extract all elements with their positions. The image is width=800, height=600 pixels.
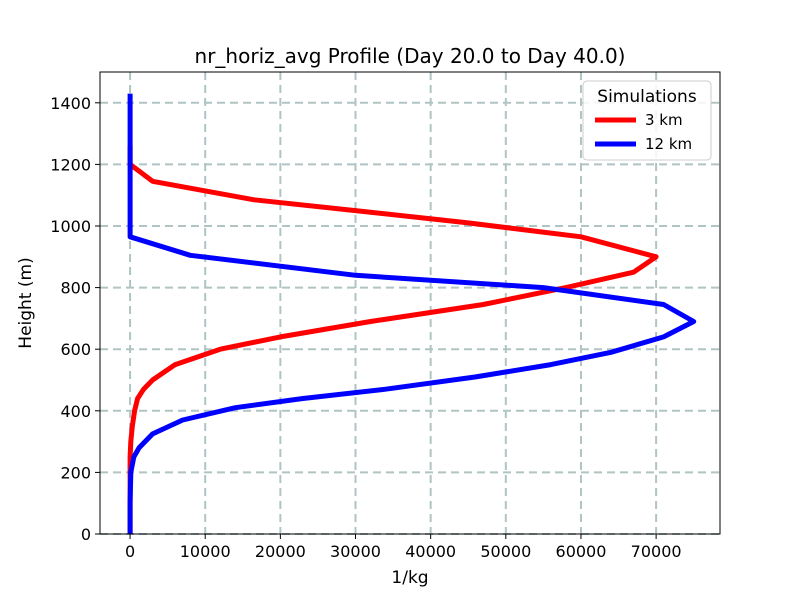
series-line-0 [127,145,659,534]
x-tick-label: 70000 [631,542,682,561]
chart-title: nr_horiz_avg Profile (Day 20.0 to Day 40… [195,44,626,68]
x-axis-ticks: 0 10000 20000 30000 40000 50000 60000 70000 [125,534,682,561]
legend-label-0: 3 km [645,111,683,129]
y-tick-label: 400 [60,402,91,421]
plot-area-frame [99,71,721,535]
legend-title: Simulations [597,87,697,107]
x-tick-label: 60000 [556,542,607,561]
series-lines [127,93,697,534]
x-tick-label: 0 [125,542,135,561]
x-tick-label: 20000 [255,542,306,561]
x-tick-label: 30000 [330,542,381,561]
y-tick-label: 1000 [50,217,91,236]
x-axis-label: 1/kg [391,568,428,588]
legend-label-1: 12 km [645,135,692,153]
y-tick-label: 600 [60,340,91,359]
x-tick-label: 10000 [180,542,231,561]
y-axis-label: Height (m) [16,257,36,348]
series-line-1 [127,93,697,534]
y-axis-ticks: 0 200 400 600 800 1000 1200 1400 [50,94,100,544]
legend-box [582,80,712,161]
x-tick-label: 40000 [405,542,456,561]
legend-entries: 3 km 12 km [595,111,692,153]
y-tick-label: 1200 [50,155,91,174]
y-tick-label: 1400 [50,94,91,113]
y-tick-label: 0 [81,525,91,544]
y-tick-label: 800 [60,279,91,298]
y-tick-label: 200 [60,463,91,482]
x-tick-label: 50000 [480,542,531,561]
legend: Simulations 3 km 12 km [582,80,712,161]
